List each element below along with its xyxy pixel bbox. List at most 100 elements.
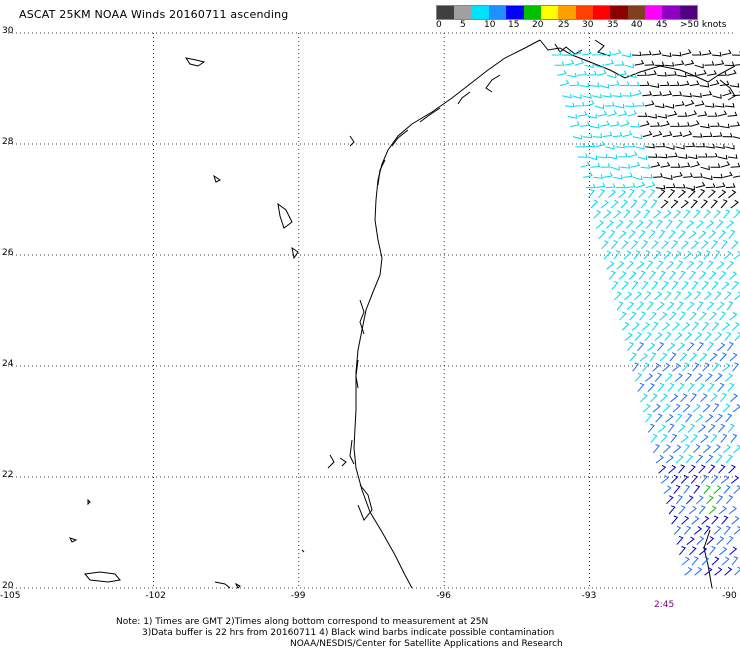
longitude-label: -105 [0,591,21,601]
note-line-3: NOAA/NESDIS/Center for Satellite Applica… [290,639,563,649]
wind-barb [713,444,721,454]
wind-barb [696,495,704,505]
wind-barb [702,132,713,138]
wind-barb [670,433,678,443]
wind-barb [714,372,723,382]
wind-barb [691,240,699,250]
wind-barb [690,161,701,168]
colorbar-swatch [679,6,697,19]
wind-barb [665,454,674,464]
wind-barb [689,311,697,321]
wind-barb [590,162,601,168]
wind-barb [680,393,688,403]
wind-barb [660,475,669,484]
wind-barb [687,154,698,160]
wind-barb [709,545,716,556]
wind-barb [651,321,659,331]
wind-barb [720,161,731,168]
wind-barb [729,352,738,362]
wind-barb [710,122,720,127]
wind-barb [670,199,679,209]
wind-barb [613,174,623,180]
wind-barb [570,121,580,127]
wind-barb [579,82,590,88]
wind-barb [646,301,654,311]
wind-barb [641,322,650,331]
wind-barb [656,260,664,270]
wind-barb [614,291,622,301]
wind-barb [661,322,671,331]
wind-barb [706,495,714,505]
wind-barb [673,171,683,178]
wind-barb [732,91,740,97]
wind-barb [559,79,570,87]
wind-barb [697,424,707,433]
wind-speed-colorbar [436,5,698,20]
wind-barb [613,209,622,219]
wind-barb [628,188,635,199]
wind-barb [708,505,717,515]
wind-barb [711,240,719,250]
wind-barb [722,132,733,138]
wind-barb [688,505,697,515]
wind-barb [620,164,631,169]
wind-barb [663,175,673,180]
wind-barb [647,70,657,76]
wind-barb [647,342,656,352]
wind-barb [582,94,592,99]
wind-barb [672,91,683,97]
wind-barb [676,494,683,505]
longitude-label: -99 [290,591,306,601]
colorbar-swatch [644,6,663,19]
wind-barb [680,474,689,484]
wind-barb [710,199,718,209]
wind-barb [680,122,690,127]
wind-barb [626,301,635,311]
wind-barb [701,515,710,525]
wind-barb [702,90,713,97]
wind-barb [688,230,697,239]
wind-barb [723,250,732,260]
wind-barb [665,183,676,189]
wind-barb [647,423,655,433]
wind-barb [635,219,644,229]
latitude-label: 20 [2,581,14,591]
wind-barb [718,189,727,199]
wind-barb [684,372,693,382]
wind-barb [722,362,731,372]
wind-barb [718,270,727,280]
wind-barb [687,342,695,352]
wind-barb [715,144,725,149]
wind-barb [714,332,723,341]
wind-barb [635,144,645,150]
wind-barb [728,271,738,280]
wind-barb [567,72,577,78]
wind-barb [658,464,667,474]
wind-barb [625,219,634,229]
wind-barb [700,434,709,443]
wind-barb [700,199,709,209]
wind-barb [664,331,672,341]
wind-barb [575,142,586,148]
wind-barb [692,362,700,372]
colorbar-label: 40 [631,20,643,30]
wind-barb [668,229,676,239]
wind-barb [681,240,689,250]
wind-barb [605,183,616,189]
wind-barb [731,281,740,290]
wind-barb [638,229,646,239]
wind-barb [709,352,718,362]
wind-barb [719,546,728,556]
wind-barb [700,393,708,403]
wind-barb [731,240,739,250]
wind-barb [664,291,672,301]
wind-barb [688,270,697,280]
wind-barb [607,73,617,79]
wind-barb [659,352,668,362]
wind-barb [726,535,734,545]
colorbar-label: 30 [582,20,594,30]
wind-barb [633,250,641,260]
wind-barb [706,536,715,545]
wind-barb [642,130,653,138]
wind-barb [717,423,726,433]
